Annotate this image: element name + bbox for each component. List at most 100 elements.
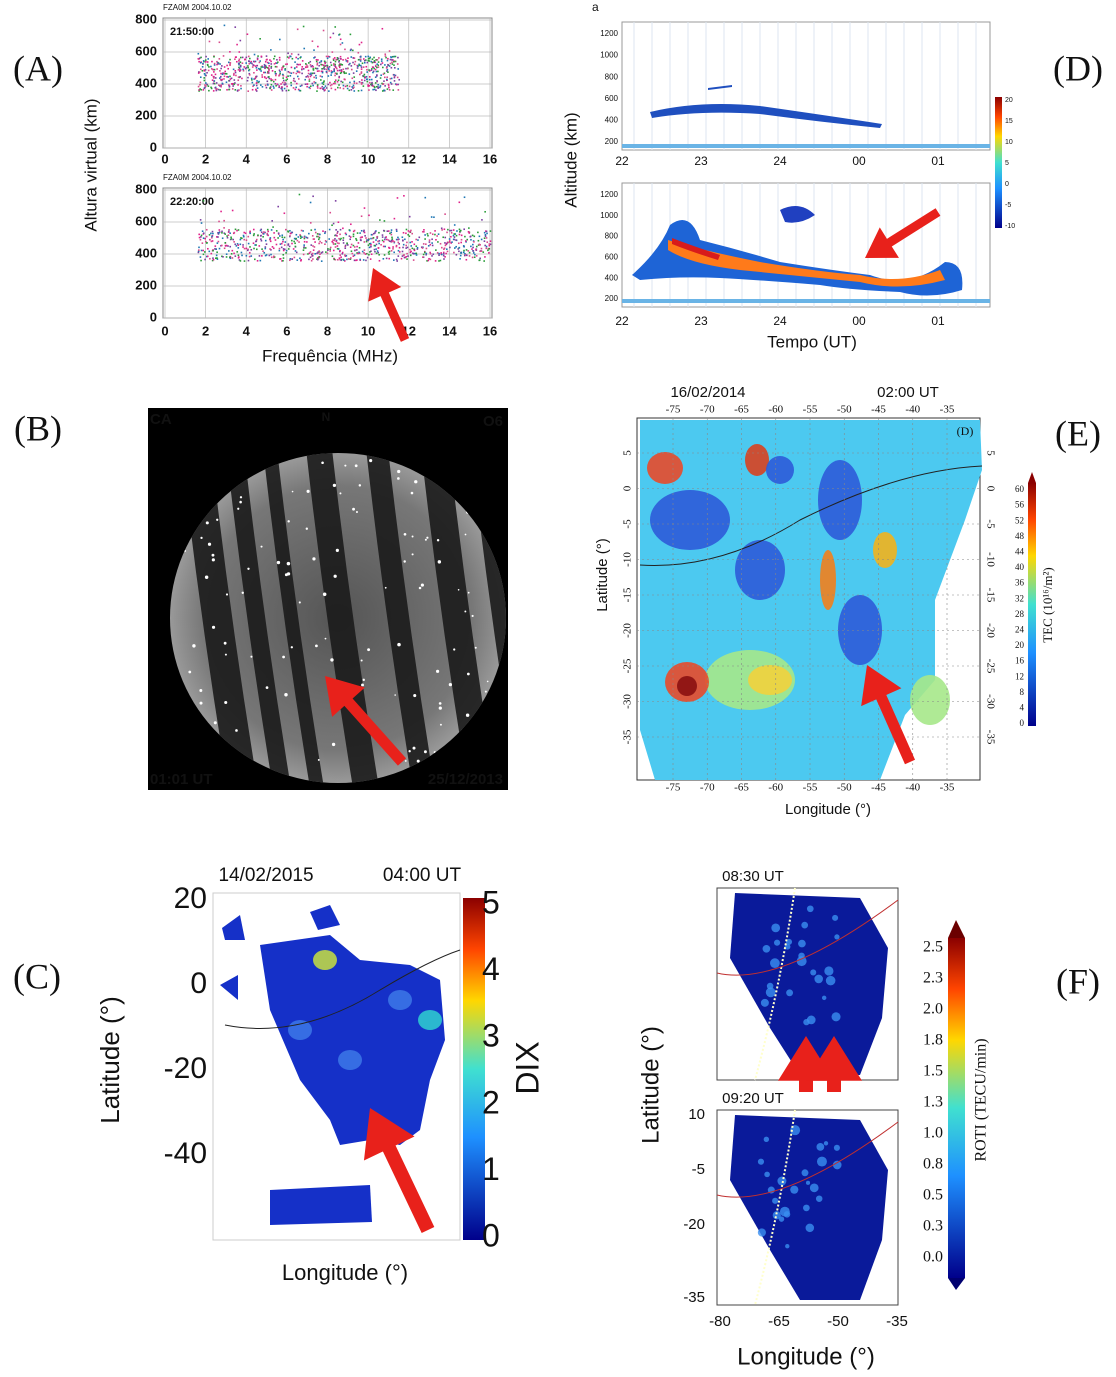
echo-dot [304, 83, 307, 86]
echo-dot [267, 72, 270, 74]
echo-dot [264, 60, 267, 63]
echo-dot [228, 80, 231, 82]
star [332, 483, 337, 487]
echo-dot [395, 244, 398, 247]
echo-dot [353, 86, 355, 89]
echo-dot [200, 68, 202, 71]
echo-dot [216, 63, 218, 66]
echo-dot [348, 63, 350, 66]
echo-dot [280, 87, 282, 90]
echo-dot [223, 72, 225, 75]
echo-dot [339, 38, 342, 41]
echo-dot [484, 234, 487, 236]
echo-dot [260, 84, 262, 86]
star [412, 746, 416, 750]
roti-dot [760, 998, 769, 1007]
echo-dot [216, 258, 219, 260]
roti-dot [832, 914, 839, 921]
echo-dot [247, 242, 250, 245]
echo-dot [327, 248, 329, 250]
echo-dot [376, 250, 379, 252]
echo-dot [310, 259, 313, 262]
echo-dot [346, 61, 349, 63]
echo-dot [280, 242, 283, 245]
echo-dot [279, 258, 281, 260]
map-date: 16/02/2014 [670, 384, 745, 401]
echo-dot [267, 84, 269, 86]
echo-dot [331, 71, 334, 73]
echo-dot [212, 82, 215, 85]
echo-dot [299, 56, 302, 59]
map-time: 08:30 UT [722, 868, 784, 885]
echo-dot [285, 252, 287, 254]
echo-dot [384, 236, 387, 239]
red-arrow [363, 1108, 435, 1234]
echo-dot [225, 72, 228, 75]
echo-dot [376, 80, 378, 82]
echo-dot [465, 249, 468, 251]
colorbar-tick-label: 52 [1015, 515, 1024, 525]
echo-dot [287, 248, 290, 250]
echo-dot [233, 83, 235, 86]
echo-dot [373, 85, 375, 88]
echo-dot [348, 85, 351, 88]
echo-dot [302, 68, 305, 70]
echo-dot [296, 63, 299, 66]
echo-dot [269, 86, 272, 88]
echo-dot [341, 81, 344, 84]
echo-dot [344, 85, 347, 88]
echo-dot [306, 237, 309, 239]
echo-dot [221, 78, 223, 81]
echo-dot [409, 248, 411, 251]
y-tick-label: 600 [605, 94, 619, 103]
colorbar-tick-label: 2.5 [923, 939, 943, 956]
echo-dot [328, 56, 331, 58]
roti-dot [762, 944, 771, 953]
echo-dot [434, 230, 436, 232]
echo-dot [339, 228, 342, 231]
echo-dot [305, 76, 307, 78]
echo-dot [238, 51, 241, 53]
echo-dot [293, 77, 295, 80]
echo-dot [271, 220, 273, 222]
echo-dot [334, 200, 337, 202]
roti-dot [757, 1158, 765, 1165]
echo-dot [376, 237, 378, 239]
echo-dot [363, 61, 366, 64]
echo-dot [435, 249, 437, 251]
echo-dot [335, 67, 338, 70]
echo-dot [472, 246, 474, 249]
echo-dot [250, 255, 253, 257]
echo-dot [211, 235, 213, 238]
star [397, 642, 401, 647]
echo-dot [321, 251, 324, 253]
echo-dot [405, 244, 408, 247]
echo-dot [261, 255, 263, 257]
star [306, 489, 310, 493]
echo-dot [387, 63, 389, 66]
dix-field [222, 915, 245, 940]
echo-dot [281, 88, 283, 90]
colorbar-tick-label: 0 [482, 1217, 500, 1253]
echo-dot [229, 64, 231, 66]
echo-dot [377, 87, 379, 89]
echo-dot [338, 64, 341, 66]
echo-dot [443, 248, 445, 250]
roti-dot [771, 923, 781, 933]
echo-dot [353, 254, 356, 257]
echo-dot [239, 61, 242, 63]
echo-dot [444, 244, 447, 247]
echo-dot [278, 249, 281, 252]
echo-dot [360, 89, 363, 92]
star [287, 520, 290, 523]
echo-dot [359, 56, 362, 58]
echo-dot [338, 257, 341, 259]
echo-dot [282, 254, 285, 256]
echo-dot [352, 235, 355, 238]
echo-dot [324, 68, 326, 70]
echo-dot [302, 25, 305, 28]
echo-dot [312, 66, 314, 68]
star [361, 683, 364, 687]
echo-dot [256, 57, 259, 60]
star [362, 678, 365, 682]
